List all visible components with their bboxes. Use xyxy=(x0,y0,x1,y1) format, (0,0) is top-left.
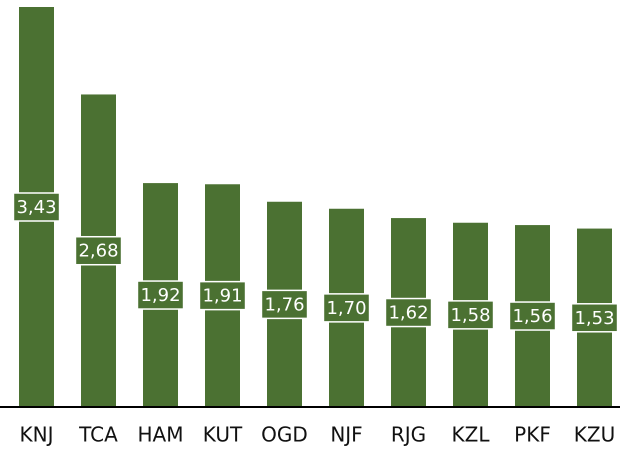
value-label-box xyxy=(12,192,61,222)
value-label: 1,62 xyxy=(388,303,428,324)
value-label-box xyxy=(570,303,619,333)
value-label: 1,76 xyxy=(264,294,304,315)
x-tick-label: RJG xyxy=(391,423,426,447)
value-label: 1,56 xyxy=(512,306,552,327)
value-label-box xyxy=(74,235,123,266)
value-label: 1,70 xyxy=(326,298,366,319)
value-label-box xyxy=(260,289,309,320)
value-label-box xyxy=(446,300,495,330)
value-label: 1,53 xyxy=(574,308,614,329)
x-tick-label: KZU xyxy=(574,423,615,447)
x-tick-label: HAM xyxy=(138,423,184,447)
value-label: 1,92 xyxy=(140,285,180,306)
value-label: 2,68 xyxy=(78,241,118,262)
x-tick-label: PKF xyxy=(514,423,551,447)
value-label-box xyxy=(136,280,185,310)
x-tick-label: TCA xyxy=(78,423,118,447)
value-label: 1,58 xyxy=(450,305,490,326)
x-tick-label: KZL xyxy=(452,423,491,447)
value-label: 1,91 xyxy=(202,286,242,307)
x-tick-label: NJF xyxy=(330,423,362,447)
x-tick-label: OGD xyxy=(261,423,308,447)
value-label-box xyxy=(322,293,371,323)
value-label-box xyxy=(198,280,247,311)
value-label-box xyxy=(384,297,433,328)
value-label: 3,43 xyxy=(16,197,56,218)
value-label-box xyxy=(508,301,557,331)
x-tick-label: KUT xyxy=(203,423,243,447)
x-tick-label: KNJ xyxy=(20,423,54,447)
